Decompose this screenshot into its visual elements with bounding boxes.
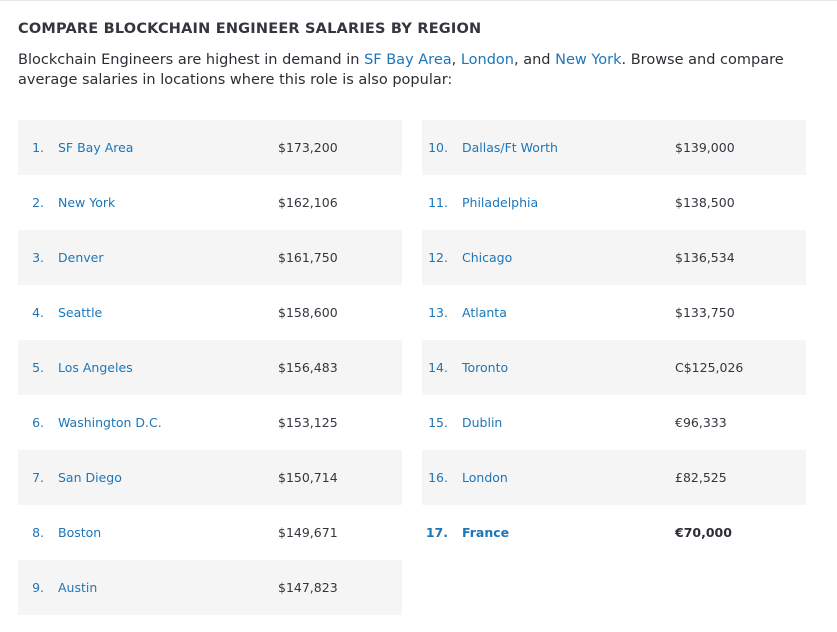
intro-link-sf-bay-area[interactable]: SF Bay Area <box>364 52 452 68</box>
rank-number: 17. <box>425 525 448 540</box>
salary-value: $139,000 <box>675 140 735 155</box>
salary-row: 1. SF Bay Area $173,200 <box>18 120 402 175</box>
salary-value: $153,125 <box>278 415 338 430</box>
salary-row: 13. Atlanta $133,750 <box>422 285 806 340</box>
salary-value: $136,534 <box>675 250 735 265</box>
rank-number: 13. <box>428 305 448 320</box>
rank-number: 5. <box>32 360 44 375</box>
intro-separator-1: , <box>451 52 461 68</box>
salary-row: 7. San Diego $150,714 <box>18 450 402 505</box>
city-link[interactable]: Denver <box>58 250 104 265</box>
intro-separator-2: , and <box>514 52 556 68</box>
city-link[interactable]: San Diego <box>58 470 122 485</box>
rank-number: 14. <box>428 360 448 375</box>
salary-row-current: 17. France €70,000 <box>422 505 806 560</box>
salary-value: $162,106 <box>278 195 338 210</box>
rank-number: 11. <box>428 195 448 210</box>
salary-row: 3. Denver $161,750 <box>18 230 402 285</box>
salary-row: 15. Dublin €96,333 <box>422 395 806 450</box>
salary-row: 14. Toronto C$125,026 <box>422 340 806 395</box>
salary-value: $138,500 <box>675 195 735 210</box>
salary-value: €70,000 <box>675 525 732 540</box>
intro-link-new-york[interactable]: New York <box>555 52 622 68</box>
rank-number: 12. <box>428 250 448 265</box>
city-link[interactable]: New York <box>58 195 116 210</box>
city-link[interactable]: Washington D.C. <box>58 415 162 430</box>
salary-row: 11. Philadelphia $138,500 <box>422 175 806 230</box>
city-link[interactable]: London <box>462 470 508 485</box>
salary-value: C$125,026 <box>675 360 744 375</box>
salary-value: £82,525 <box>675 470 727 485</box>
section-heading: COMPARE BLOCKCHAIN ENGINEER SALARIES BY … <box>18 21 482 37</box>
city-link[interactable]: Boston <box>58 525 102 540</box>
city-link[interactable]: Los Angeles <box>58 360 133 375</box>
rank-number: 7. <box>32 470 44 485</box>
salary-row: 2. New York $162,106 <box>18 175 402 230</box>
city-link[interactable]: France <box>462 525 510 540</box>
salary-value: $147,823 <box>278 580 338 595</box>
salary-value: $158,600 <box>278 305 338 320</box>
salary-value: $133,750 <box>675 305 735 320</box>
salary-list-left: 1. SF Bay Area $173,200 2. New York $162… <box>18 120 402 615</box>
salary-row: 6. Washington D.C. $153,125 <box>18 395 402 450</box>
rank-number: 10. <box>428 140 448 155</box>
salary-row: 9. Austin $147,823 <box>18 560 402 615</box>
rank-number: 4. <box>32 305 44 320</box>
salary-row: 16. London £82,525 <box>422 450 806 505</box>
city-link[interactable]: Seattle <box>58 305 103 320</box>
city-link[interactable]: Atlanta <box>462 305 507 320</box>
city-link[interactable]: Dublin <box>462 415 503 430</box>
rank-number: 2. <box>32 195 44 210</box>
intro-paragraph: Blockchain Engineers are highest in dema… <box>18 50 818 90</box>
top-divider <box>0 0 837 1</box>
salary-value: €96,333 <box>675 415 727 430</box>
city-link[interactable]: Philadelphia <box>462 195 539 210</box>
intro-text-suffix: . Browse and compare average salaries in… <box>18 52 784 88</box>
city-link[interactable]: Chicago <box>462 250 513 265</box>
salary-row: 8. Boston $149,671 <box>18 505 402 560</box>
salary-row: 4. Seattle $158,600 <box>18 285 402 340</box>
salary-value: $161,750 <box>278 250 338 265</box>
city-link[interactable]: Austin <box>58 580 98 595</box>
rank-number: 6. <box>32 415 44 430</box>
salary-value: $156,483 <box>278 360 338 375</box>
rank-number: 15. <box>428 415 448 430</box>
rank-number: 9. <box>32 580 44 595</box>
salary-list-right: 10. Dallas/Ft Worth $139,000 11. Philade… <box>422 120 806 560</box>
rank-number: 16. <box>428 470 448 485</box>
city-link[interactable]: Dallas/Ft Worth <box>462 140 558 155</box>
intro-link-london[interactable]: London <box>460 52 514 68</box>
city-link[interactable]: Toronto <box>462 360 509 375</box>
rank-number: 1. <box>32 140 44 155</box>
salary-value: $173,200 <box>278 140 338 155</box>
intro-text-prefix: Blockchain Engineers are highest in dema… <box>18 52 365 68</box>
salary-value: $150,714 <box>278 470 338 485</box>
salary-value: $149,671 <box>278 525 338 540</box>
salary-row: 10. Dallas/Ft Worth $139,000 <box>422 120 806 175</box>
rank-number: 8. <box>32 525 44 540</box>
rank-number: 3. <box>32 250 44 265</box>
salary-row: 5. Los Angeles $156,483 <box>18 340 402 395</box>
salary-row: 12. Chicago $136,534 <box>422 230 806 285</box>
city-link[interactable]: SF Bay Area <box>58 140 134 155</box>
